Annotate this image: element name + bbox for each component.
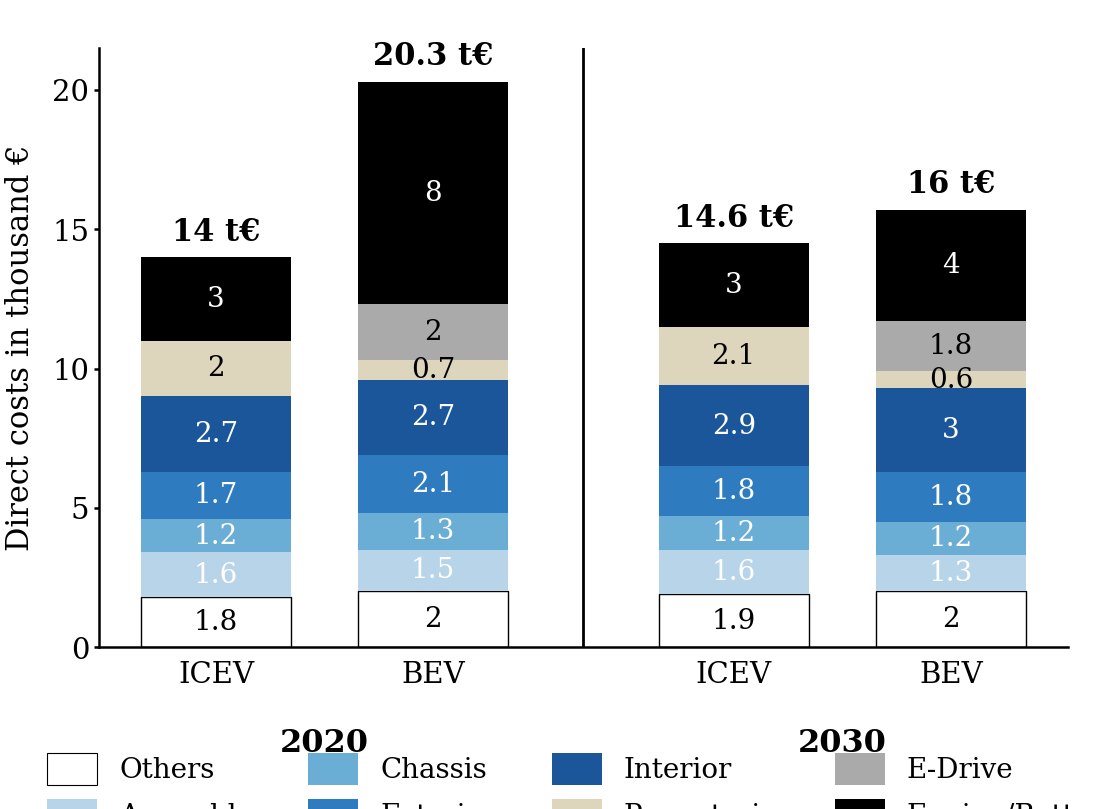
Text: 20.3 t€: 20.3 t€ — [373, 41, 493, 72]
Text: 2.1: 2.1 — [410, 471, 455, 498]
Bar — [876, 591, 1025, 647]
Bar — [141, 553, 290, 597]
Bar — [658, 595, 808, 647]
Bar — [876, 472, 1025, 522]
Bar — [876, 555, 1025, 591]
Text: 2.9: 2.9 — [712, 413, 756, 439]
Text: 14.6 t€: 14.6 t€ — [673, 203, 793, 234]
Bar — [876, 371, 1025, 388]
Bar — [876, 388, 1025, 472]
Bar — [141, 472, 290, 519]
Bar — [876, 210, 1025, 321]
Text: 0.7: 0.7 — [410, 357, 455, 383]
Bar — [141, 341, 290, 396]
Bar — [658, 327, 808, 385]
Text: 1.8: 1.8 — [711, 478, 756, 505]
Text: 1.8: 1.8 — [928, 483, 972, 510]
Text: 2: 2 — [424, 319, 441, 346]
Bar — [358, 305, 508, 360]
Text: 2020: 2020 — [279, 728, 368, 759]
Text: 16 t€: 16 t€ — [906, 169, 994, 201]
Text: 2030: 2030 — [798, 728, 887, 759]
Text: 2.7: 2.7 — [410, 404, 455, 431]
Bar — [358, 514, 508, 550]
Text: 1.8: 1.8 — [194, 608, 238, 636]
Bar — [358, 591, 508, 647]
Text: 1.3: 1.3 — [410, 518, 455, 545]
Text: 1.8: 1.8 — [928, 333, 972, 360]
Bar — [141, 597, 290, 647]
Text: 2: 2 — [424, 606, 441, 633]
Text: 1.6: 1.6 — [194, 561, 238, 588]
Text: 2.7: 2.7 — [194, 421, 238, 447]
Bar — [658, 385, 808, 466]
Bar — [876, 321, 1025, 371]
Text: 1.2: 1.2 — [194, 523, 238, 549]
Bar — [141, 519, 290, 553]
Text: 0.6: 0.6 — [928, 366, 972, 393]
Bar — [358, 380, 508, 455]
Text: 1.5: 1.5 — [410, 557, 455, 584]
Bar — [658, 244, 808, 327]
Text: 1.7: 1.7 — [194, 482, 238, 509]
Text: 2.1: 2.1 — [711, 343, 756, 370]
Y-axis label: Direct costs in thousand €: Direct costs in thousand € — [4, 145, 35, 551]
Text: 2: 2 — [942, 606, 959, 633]
Bar — [141, 257, 290, 341]
Text: 1.3: 1.3 — [928, 560, 972, 587]
Text: 1.2: 1.2 — [711, 519, 756, 547]
Text: 1.2: 1.2 — [928, 525, 972, 552]
Text: 3: 3 — [942, 417, 959, 443]
Bar — [358, 82, 508, 305]
Text: 14 t€: 14 t€ — [172, 217, 260, 248]
Text: 3: 3 — [207, 286, 224, 312]
Bar — [141, 396, 290, 472]
Text: 2: 2 — [207, 355, 224, 382]
Bar — [658, 516, 808, 550]
Bar — [658, 466, 808, 516]
Text: 1.9: 1.9 — [711, 608, 756, 634]
Legend: Others, Assembly, Chassis, Exterior, Interior, Powertrain, E-Drive, Engine/Batte: Others, Assembly, Chassis, Exterior, Int… — [33, 739, 1100, 809]
Bar — [658, 550, 808, 595]
Text: 1.6: 1.6 — [711, 558, 756, 586]
Text: 4: 4 — [942, 252, 959, 279]
Bar — [358, 360, 508, 380]
Text: 8: 8 — [424, 180, 441, 207]
Bar — [358, 550, 508, 591]
Text: 3: 3 — [725, 272, 742, 299]
Bar — [876, 522, 1025, 555]
Bar — [358, 455, 508, 514]
